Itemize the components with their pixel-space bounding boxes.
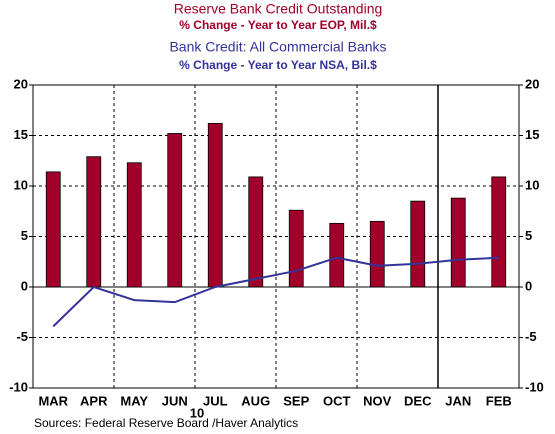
bar [288, 209, 304, 288]
x-tick-label: AUG [241, 393, 270, 408]
x-tick-label: MAY [120, 393, 148, 408]
y2-tick-label: -10 [525, 379, 544, 394]
y-tick-label: -5 [16, 329, 28, 344]
y2-tick-label: 20 [525, 76, 539, 91]
y-tick-label: 15 [14, 127, 28, 142]
y2-tick-label: -5 [525, 329, 537, 344]
y2-tick-label: 15 [525, 127, 539, 142]
series-title: Bank Credit: All Commercial Banks [169, 39, 386, 55]
x-tick-label: JUN [162, 393, 188, 408]
bar [45, 171, 61, 288]
x-tick-label: NOV [363, 393, 392, 408]
bar [167, 133, 183, 288]
x-tick-label: DEC [404, 393, 432, 408]
plot-frame [32, 84, 520, 389]
bar [329, 222, 345, 288]
series-subtitle: % Change - Year to Year NSA, Bil.$ [179, 58, 377, 72]
y-tick-label: 5 [21, 228, 28, 243]
y-tick-label: 10 [14, 177, 28, 192]
bar [207, 122, 223, 288]
bar [86, 156, 102, 288]
bar [369, 220, 385, 288]
y-tick-label: -10 [9, 379, 28, 394]
y-tick-label: 20 [14, 76, 28, 91]
y2-tick-label: 0 [525, 278, 532, 293]
y2-tick-label: 5 [525, 228, 532, 243]
bar [248, 176, 264, 288]
bar [491, 176, 507, 288]
series-title: Reserve Bank Credit Outstanding [174, 1, 383, 17]
x-tick-label: OCT [323, 393, 351, 408]
x-tick-label: JUL [203, 393, 228, 408]
x-tick-label: MAR [38, 393, 68, 408]
year-label: 10 [190, 405, 204, 420]
x-tick-label: JAN [445, 393, 471, 408]
source: Sources: Federal Reserve Board /Haver An… [34, 416, 298, 430]
x-tick-label: SEP [283, 393, 309, 408]
bar [450, 197, 466, 288]
line [52, 256, 499, 328]
y-tick-label: 0 [21, 278, 28, 293]
bar [410, 200, 426, 288]
x-tick-label: FEB [486, 393, 512, 408]
bar [126, 162, 142, 288]
y2-tick-label: 10 [525, 177, 539, 192]
series-subtitle: % Change - Year to Year EOP, Mil.$ [179, 18, 377, 32]
x-tick-label: APR [80, 393, 108, 408]
